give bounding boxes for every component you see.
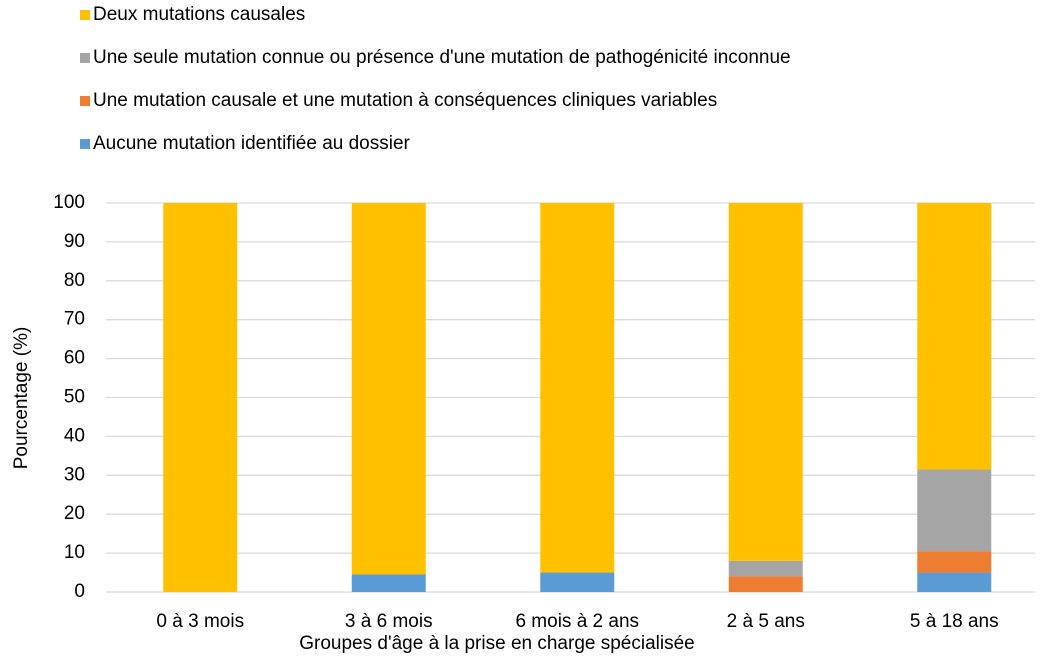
- legend-label: Deux mutations causales: [93, 4, 305, 25]
- bar-segment: [163, 203, 238, 592]
- bar-segment: [540, 203, 615, 573]
- legend-swatch: [80, 96, 90, 106]
- y-tick-label: 10: [64, 542, 85, 563]
- legend-label: Une seule mutation connue ou présence d'…: [93, 47, 791, 68]
- bar-segment: [540, 572, 615, 592]
- y-tick-label: 30: [64, 464, 85, 485]
- bar-segment: [728, 576, 803, 592]
- legend-label: Aucune mutation identifiée au dossier: [93, 133, 411, 154]
- x-tick-label: 3 à 6 mois: [345, 611, 433, 632]
- y-axis-title: Pourcentage (%): [11, 327, 32, 470]
- x-axis-title: Groupes d'âge à la prise en charge spéci…: [299, 633, 694, 654]
- legend-swatch: [80, 53, 90, 63]
- bar-segment: [351, 203, 426, 575]
- bar-segment: [917, 203, 992, 470]
- y-tick-label: 70: [64, 309, 85, 330]
- y-tick-label: 100: [53, 192, 85, 213]
- y-tick-label: 60: [64, 348, 85, 369]
- bar-segment: [917, 469, 992, 552]
- y-tick-label: 90: [64, 231, 85, 252]
- x-tick-label: 5 à 18 ans: [910, 611, 999, 632]
- bar-segment: [917, 572, 992, 592]
- legend-swatch: [80, 139, 90, 149]
- y-tick-label: 40: [64, 425, 85, 446]
- y-tick-label: 0: [74, 581, 85, 602]
- bar-segment: [728, 203, 803, 561]
- legend-label: Une mutation causale et une mutation à c…: [93, 90, 717, 111]
- x-tick-label: 6 mois à 2 ans: [515, 611, 639, 632]
- y-tick-label: 80: [64, 270, 85, 291]
- bar-segment: [728, 560, 803, 577]
- x-tick-label: 0 à 3 mois: [156, 611, 244, 632]
- y-tick-label: 20: [64, 503, 85, 524]
- y-tick-label: 50: [64, 387, 85, 408]
- bar-segment: [351, 574, 426, 592]
- x-tick-label: 2 à 5 ans: [727, 611, 805, 632]
- legend-swatch: [80, 10, 90, 20]
- bar-segment: [917, 551, 992, 573]
